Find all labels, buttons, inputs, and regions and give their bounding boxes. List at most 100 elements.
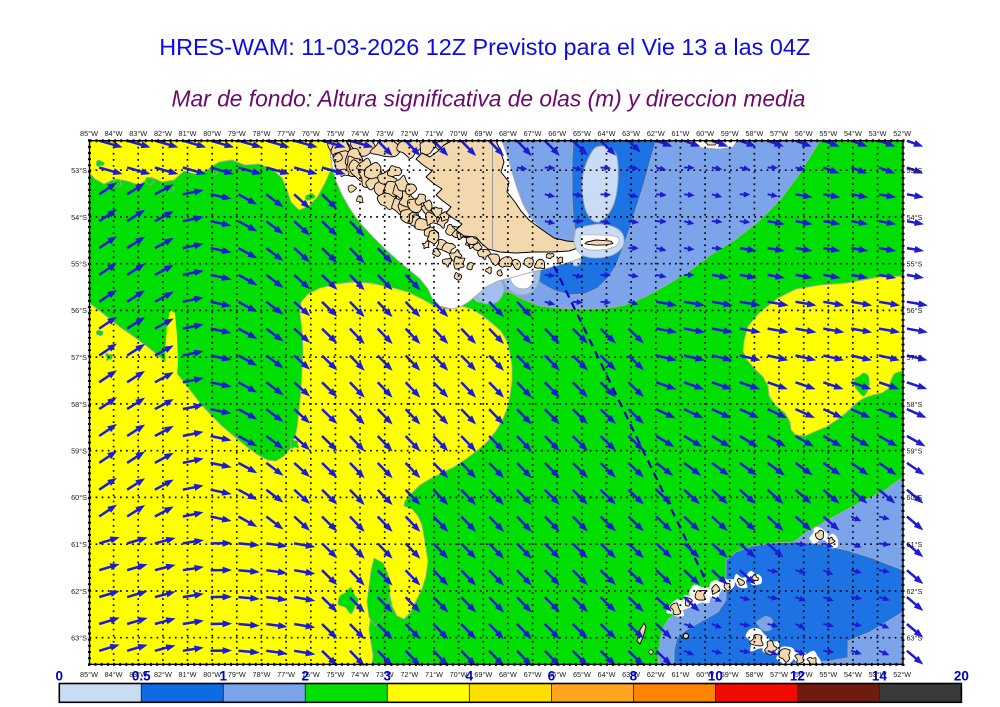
svg-text:60°S: 60°S bbox=[71, 493, 87, 502]
svg-text:66°W: 66°W bbox=[548, 670, 566, 679]
svg-text:64°W: 64°W bbox=[598, 670, 616, 679]
svg-text:20: 20 bbox=[954, 669, 969, 684]
svg-text:Mar de fondo: Altura significa: Mar de fondo: Altura significativa de ol… bbox=[172, 86, 806, 112]
svg-text:59°S: 59°S bbox=[71, 447, 87, 456]
svg-text:56°S: 56°S bbox=[907, 306, 923, 315]
svg-text:1: 1 bbox=[220, 669, 228, 684]
svg-text:14: 14 bbox=[872, 669, 888, 684]
svg-text:78°W: 78°W bbox=[253, 670, 271, 679]
svg-text:59°W: 59°W bbox=[721, 129, 739, 138]
svg-text:55°W: 55°W bbox=[819, 129, 837, 138]
svg-text:63°S: 63°S bbox=[71, 634, 87, 643]
svg-text:3: 3 bbox=[384, 669, 392, 684]
svg-text:78°W: 78°W bbox=[253, 129, 271, 138]
svg-text:85°W: 85°W bbox=[80, 129, 98, 138]
svg-text:58°W: 58°W bbox=[745, 670, 763, 679]
svg-text:79°W: 79°W bbox=[228, 129, 246, 138]
svg-text:62°W: 62°W bbox=[647, 129, 665, 138]
svg-text:82°W: 82°W bbox=[154, 670, 172, 679]
svg-text:71°W: 71°W bbox=[425, 670, 443, 679]
svg-text:84°W: 84°W bbox=[105, 670, 123, 679]
svg-text:HRES-WAM: 11-03-2026 12Z Previ: HRES-WAM: 11-03-2026 12Z Previsto para e… bbox=[159, 34, 810, 60]
svg-text:60°S: 60°S bbox=[907, 493, 923, 502]
svg-text:56°W: 56°W bbox=[795, 670, 813, 679]
svg-text:59°S: 59°S bbox=[907, 447, 923, 456]
svg-text:58°S: 58°S bbox=[907, 400, 923, 409]
svg-text:80°W: 80°W bbox=[203, 129, 221, 138]
svg-text:54°W: 54°W bbox=[844, 129, 862, 138]
svg-text:65°W: 65°W bbox=[573, 670, 591, 679]
svg-text:77°W: 77°W bbox=[277, 670, 295, 679]
svg-text:59°W: 59°W bbox=[721, 670, 739, 679]
svg-text:76°W: 76°W bbox=[302, 129, 320, 138]
svg-text:62°S: 62°S bbox=[71, 587, 87, 596]
svg-text:2: 2 bbox=[302, 669, 310, 684]
svg-text:69°W: 69°W bbox=[474, 670, 492, 679]
svg-text:79°W: 79°W bbox=[228, 670, 246, 679]
svg-text:10: 10 bbox=[708, 669, 723, 684]
svg-text:57°W: 57°W bbox=[770, 129, 788, 138]
svg-text:54°W: 54°W bbox=[844, 670, 862, 679]
svg-text:63°W: 63°W bbox=[622, 670, 640, 679]
svg-text:52°W: 52°W bbox=[893, 670, 911, 679]
svg-text:53°W: 53°W bbox=[869, 670, 887, 679]
svg-text:81°W: 81°W bbox=[179, 670, 197, 679]
svg-text:62°S: 62°S bbox=[907, 587, 923, 596]
svg-text:82°W: 82°W bbox=[154, 129, 172, 138]
svg-text:71°W: 71°W bbox=[425, 129, 443, 138]
svg-text:62°W: 62°W bbox=[647, 670, 665, 679]
svg-text:58°S: 58°S bbox=[71, 400, 87, 409]
svg-text:63°S: 63°S bbox=[907, 634, 923, 643]
svg-text:84°W: 84°W bbox=[105, 129, 123, 138]
svg-text:12: 12 bbox=[790, 669, 805, 684]
svg-text:64°W: 64°W bbox=[598, 129, 616, 138]
svg-text:75°W: 75°W bbox=[326, 129, 344, 138]
svg-text:57°S: 57°S bbox=[907, 353, 923, 362]
svg-text:67°W: 67°W bbox=[524, 129, 542, 138]
svg-text:69°W: 69°W bbox=[474, 129, 492, 138]
svg-text:55°S: 55°S bbox=[71, 260, 87, 269]
svg-text:68°W: 68°W bbox=[499, 670, 517, 679]
svg-text:76°W: 76°W bbox=[302, 670, 320, 679]
svg-text:54°S: 54°S bbox=[71, 213, 87, 222]
svg-text:53°W: 53°W bbox=[869, 129, 887, 138]
svg-text:72°W: 72°W bbox=[400, 129, 418, 138]
svg-text:72°W: 72°W bbox=[400, 670, 418, 679]
svg-text:63°W: 63°W bbox=[622, 129, 640, 138]
svg-text:65°W: 65°W bbox=[573, 129, 591, 138]
svg-text:55°W: 55°W bbox=[819, 670, 837, 679]
svg-text:61°W: 61°W bbox=[671, 129, 689, 138]
svg-text:61°S: 61°S bbox=[907, 540, 923, 549]
svg-text:77°W: 77°W bbox=[277, 129, 295, 138]
svg-text:66°W: 66°W bbox=[548, 129, 566, 138]
svg-text:85°W: 85°W bbox=[80, 670, 98, 679]
svg-text:53°S: 53°S bbox=[71, 166, 87, 175]
svg-text:73°W: 73°W bbox=[376, 670, 394, 679]
svg-text:54°S: 54°S bbox=[907, 213, 923, 222]
svg-text:80°W: 80°W bbox=[203, 670, 221, 679]
svg-text:53°S: 53°S bbox=[907, 166, 923, 175]
svg-text:68°W: 68°W bbox=[499, 129, 517, 138]
svg-text:55°S: 55°S bbox=[907, 260, 923, 269]
svg-text:56°S: 56°S bbox=[71, 306, 87, 315]
svg-text:0.5: 0.5 bbox=[132, 669, 151, 684]
svg-text:6: 6 bbox=[548, 669, 556, 684]
svg-text:4: 4 bbox=[466, 669, 474, 684]
svg-text:56°W: 56°W bbox=[795, 129, 813, 138]
svg-text:8: 8 bbox=[630, 669, 638, 684]
svg-text:61°W: 61°W bbox=[671, 670, 689, 679]
svg-text:60°W: 60°W bbox=[696, 129, 714, 138]
svg-text:58°W: 58°W bbox=[745, 129, 763, 138]
svg-text:74°W: 74°W bbox=[351, 129, 369, 138]
svg-text:67°W: 67°W bbox=[524, 670, 542, 679]
svg-text:52°W: 52°W bbox=[893, 129, 911, 138]
svg-text:70°W: 70°W bbox=[450, 670, 468, 679]
svg-text:57°W: 57°W bbox=[770, 670, 788, 679]
svg-text:83°W: 83°W bbox=[129, 129, 147, 138]
svg-text:81°W: 81°W bbox=[179, 129, 197, 138]
svg-text:73°W: 73°W bbox=[376, 129, 394, 138]
svg-text:74°W: 74°W bbox=[351, 670, 369, 679]
svg-text:83°W: 83°W bbox=[129, 670, 147, 679]
svg-text:70°W: 70°W bbox=[450, 129, 468, 138]
svg-text:61°S: 61°S bbox=[71, 540, 87, 549]
